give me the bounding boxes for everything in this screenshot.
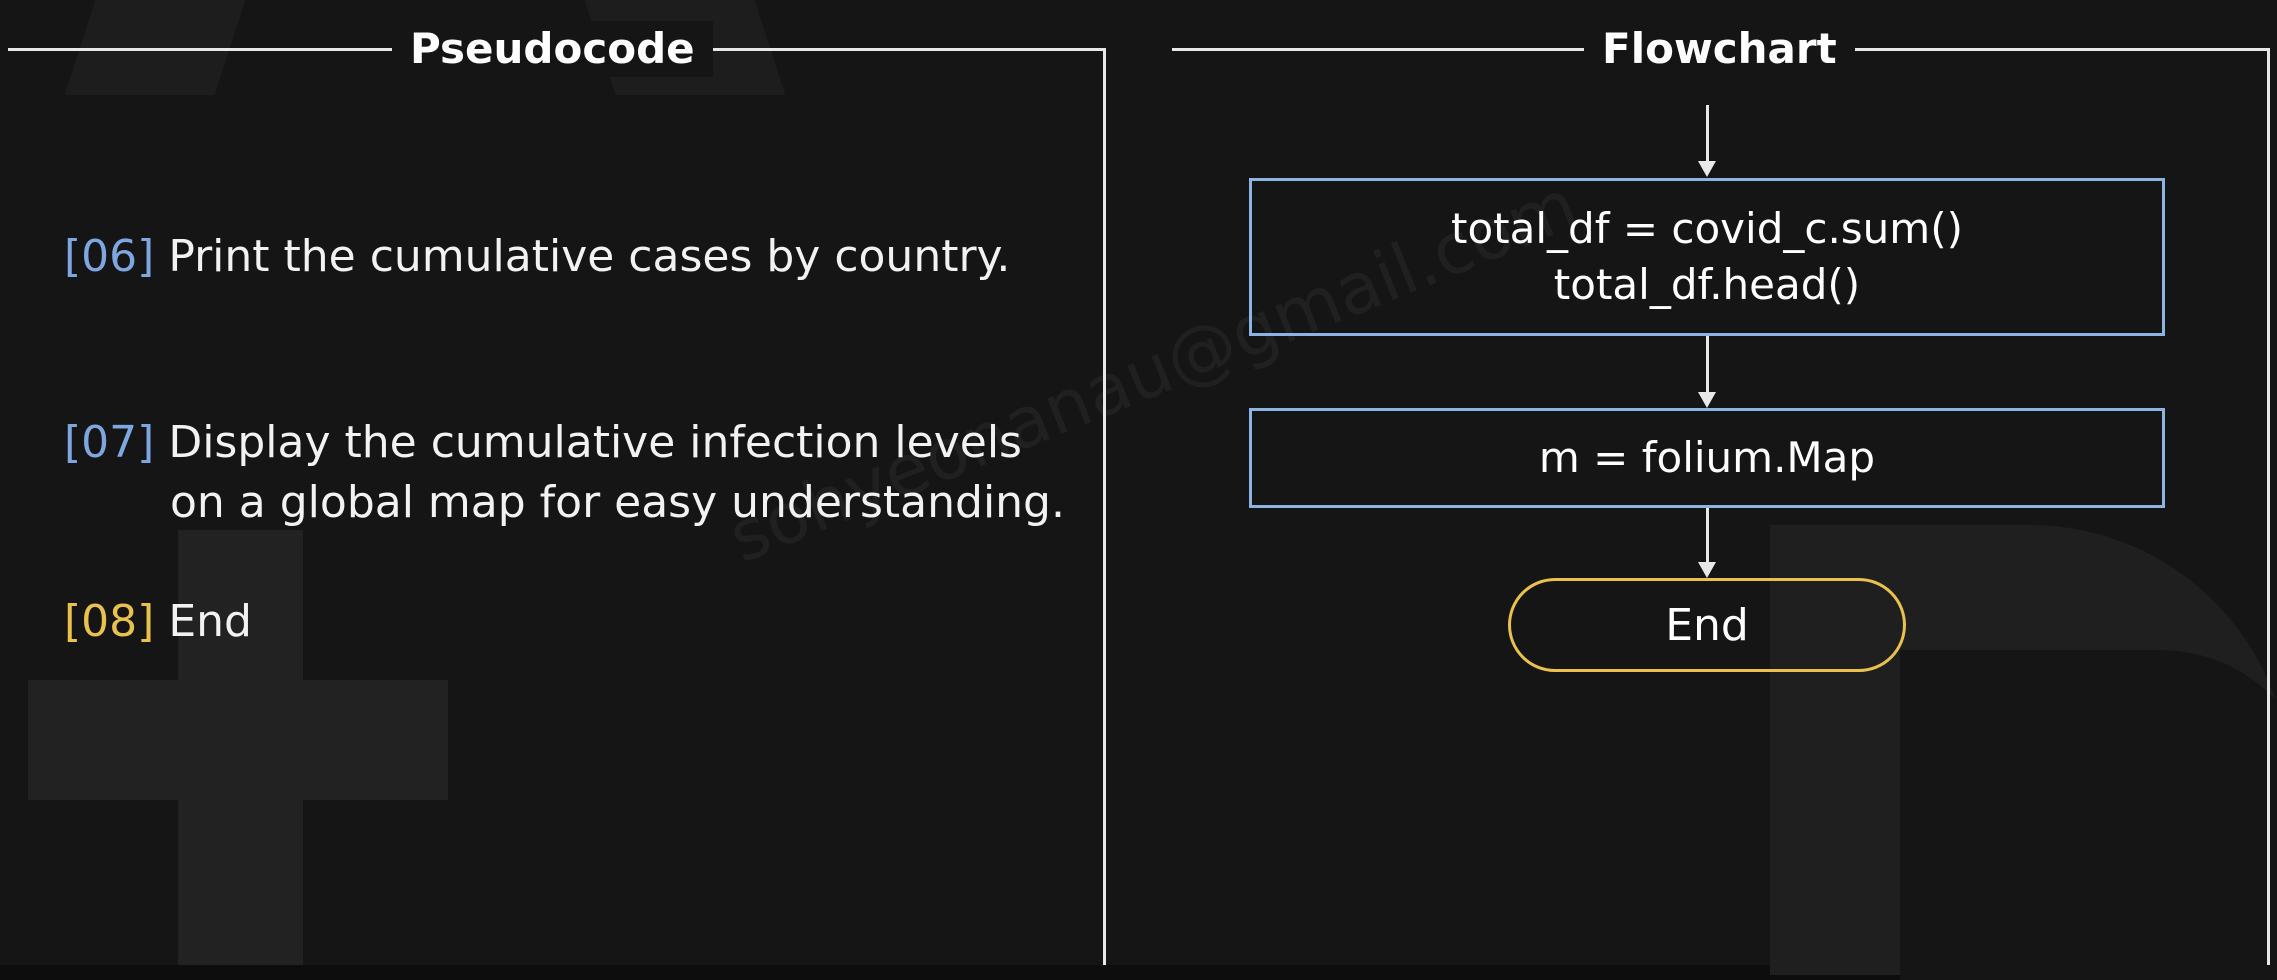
process-line: total_df = covid_c.sum(): [1451, 204, 1963, 253]
decorative-curve-inner: [1900, 650, 2277, 980]
step-number: [07]: [64, 417, 155, 468]
process-line: m = folium.Map: [1538, 433, 1876, 482]
pseudocode-title: Pseudocode: [392, 21, 713, 77]
step-number: [06]: [64, 231, 155, 282]
flowchart-panel: Flowchart: [1172, 21, 2270, 965]
step-text: on a global map for easy understanding.: [170, 477, 1065, 528]
decorative-plus-horizontal: [28, 680, 448, 800]
flowchart-title: Flowchart: [1584, 21, 1855, 77]
flow-arrow: [1698, 508, 1716, 578]
step-number: [08]: [64, 596, 155, 647]
pseudo-step-06: [06] Print the cumulative cases by countr…: [64, 227, 1010, 287]
step-text: End: [168, 596, 252, 647]
flow-arrow: [1698, 336, 1716, 408]
pseudocode-panel: Pseudocode: [8, 21, 1106, 965]
terminal-end: End: [1508, 578, 1906, 672]
step-text: Print the cumulative cases by country.: [168, 231, 1011, 282]
process-line: total_df.head(): [1553, 260, 1861, 309]
flow-arrow: [1698, 105, 1716, 177]
pseudo-step-07: [07] Display the cumulative infection lev…: [64, 413, 1022, 473]
process-box-folium-map: m = folium.Map: [1249, 408, 2165, 508]
terminal-label: End: [1665, 599, 1749, 651]
process-box-total-df: total_df = covid_c.sum() total_df.head(): [1249, 178, 2165, 336]
pseudo-step-08: [08] End: [64, 592, 252, 652]
step-text: Display the cumulative infection levels: [168, 417, 1022, 468]
pseudo-step-07-continued: on a global map for easy understanding.: [170, 473, 1065, 533]
